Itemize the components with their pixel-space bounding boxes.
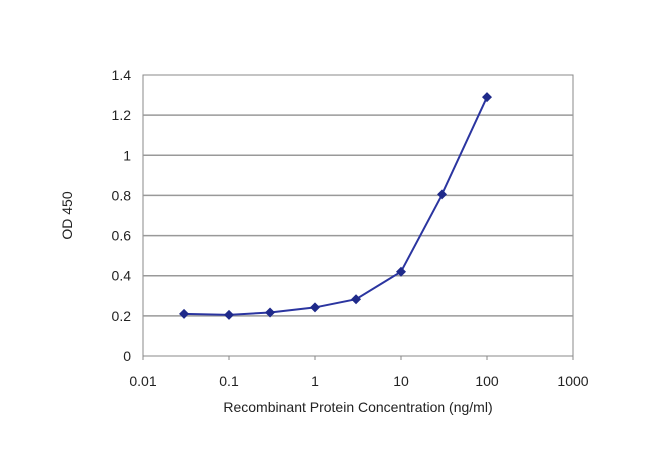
y-tick-label: 0.2 [112, 308, 132, 324]
y-tick-label: 0.4 [112, 268, 132, 284]
x-tick-label: 100 [475, 373, 499, 389]
plot-area [142, 74, 574, 357]
y-tick-label: 0.6 [112, 228, 132, 244]
y-tick-label: 1.2 [112, 107, 132, 123]
y-tick-label: 1.4 [112, 67, 132, 83]
x-tick-label: 0.01 [129, 373, 156, 389]
data-point [179, 308, 190, 319]
x-tick-label: 1 [311, 373, 319, 389]
x-tick-label: 1000 [557, 373, 588, 389]
data-point [482, 92, 492, 103]
data-point [310, 302, 320, 313]
x-tick-label: 10 [393, 373, 409, 389]
data-point [351, 294, 362, 305]
data-point [437, 189, 448, 200]
data-point [265, 307, 276, 318]
y-tick-label: 0 [123, 348, 131, 364]
x-tick-label: 0.1 [219, 373, 239, 389]
data-point [224, 309, 234, 320]
series-line [184, 96, 488, 316]
y-tick-label: 0.8 [112, 187, 132, 203]
x-axis-label: Recombinant Protein Concentration (ng/ml… [223, 399, 492, 415]
y-tick-label: 1 [123, 147, 131, 163]
y-axis-label: OD 450 [59, 191, 75, 239]
data-point [396, 266, 406, 277]
